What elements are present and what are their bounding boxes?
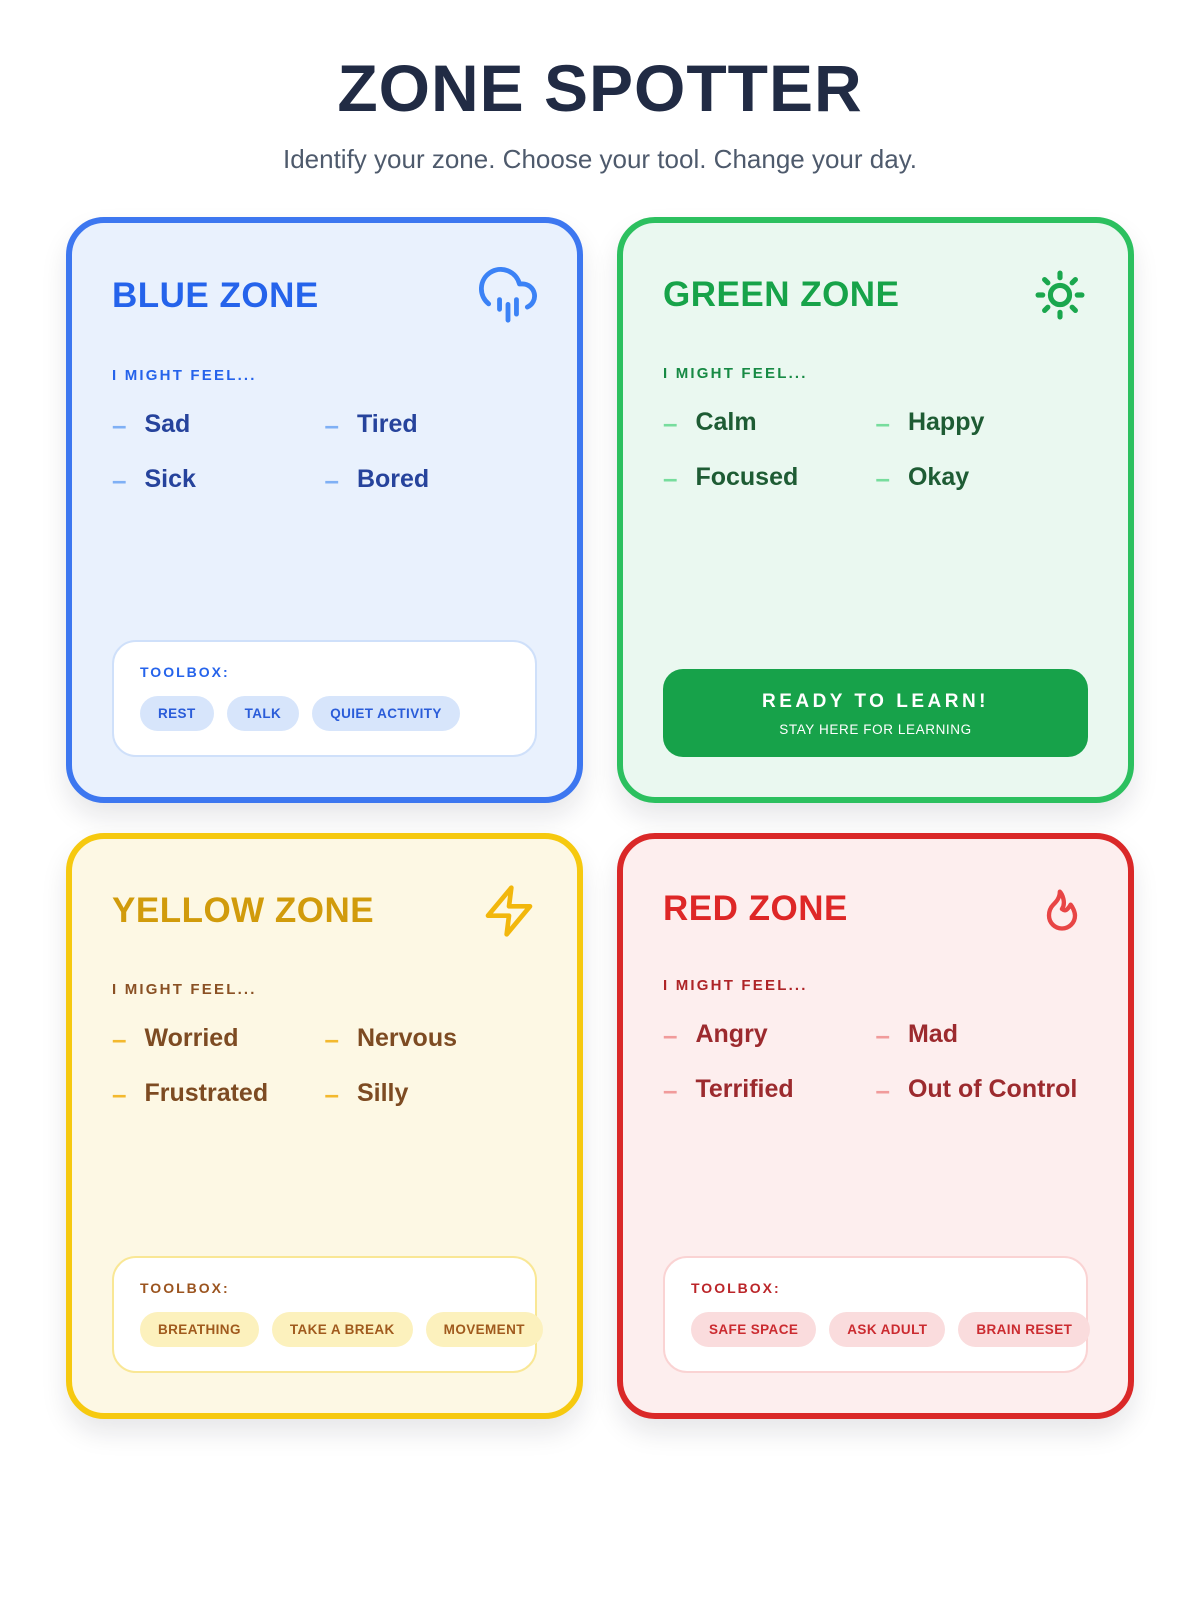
- toolbox-label: TOOLBOX:: [140, 1280, 230, 1296]
- blue-zone-card: BLUE ZONE I MIGHT FEEL... – Sad – Tired – S…: [66, 217, 583, 803]
- dash-bullet: –: [112, 1023, 127, 1054]
- feeling-label: Focused: [695, 463, 799, 491]
- feeling-item: – Worried: [112, 1024, 325, 1053]
- feeling-label: Out of Control: [907, 1075, 1078, 1103]
- toolbox-label: TOOLBOX:: [140, 664, 230, 680]
- blue-toolbox: TOOLBOX: REST TALK QUIET ACTIVITY: [112, 640, 537, 757]
- feeling-item: – Sad: [112, 410, 325, 439]
- toolbox-chip-brain-reset[interactable]: BRAIN RESET: [958, 1312, 1091, 1347]
- page-title: ZONE SPOTTER: [337, 51, 863, 125]
- dash-bullet: –: [324, 1078, 339, 1109]
- feeling-item: – Bored: [325, 465, 538, 494]
- feeling-label: Angry: [695, 1020, 768, 1048]
- toolbox-chip-ask-adult[interactable]: ASK ADULT: [829, 1312, 946, 1347]
- zones-grid: BLUE ZONE I MIGHT FEEL... – Sad – Tired – S…: [66, 217, 1134, 1419]
- dash-bullet: –: [112, 464, 127, 495]
- dash-bullet: –: [324, 464, 339, 495]
- dash-bullet: –: [324, 1023, 339, 1054]
- lightning-bolt-icon: [481, 883, 537, 939]
- green-zone-title: GREEN ZONE: [663, 275, 900, 314]
- toolbox-label: TOOLBOX:: [691, 1280, 781, 1296]
- dash-bullet: –: [875, 1074, 890, 1105]
- yellow-zone-card: YELLOW ZONE I MIGHT FEEL... – Worried – Ne…: [66, 833, 583, 1419]
- feeling-item: – Tired: [325, 410, 538, 439]
- cloud-drizzle-icon: [479, 267, 537, 325]
- feeling-label: Sick: [144, 465, 196, 493]
- red-feelings-label: I MIGHT FEEL...: [663, 977, 808, 994]
- yellow-feelings-list: – Worried – Nervous – Frustrated – Silly: [112, 1024, 537, 1108]
- feeling-label: Bored: [356, 465, 430, 493]
- green-zone-header: GREEN ZONE: [663, 267, 1088, 323]
- ready-to-learn-subtitle: STAY HERE FOR LEARNING: [779, 722, 972, 737]
- blue-zone-title: BLUE ZONE: [112, 276, 319, 315]
- yellow-zone-title: YELLOW ZONE: [112, 891, 375, 930]
- feeling-item: – Frustrated: [112, 1079, 325, 1108]
- green-feelings-list: – Calm – Happy – Focused – Okay: [663, 408, 1088, 492]
- dash-bullet: –: [875, 407, 890, 438]
- feeling-item: – Okay: [876, 463, 1089, 492]
- feeling-label: Frustrated: [144, 1079, 269, 1107]
- toolbox-chips: BREATHING TAKE A BREAK MOVEMENT: [140, 1312, 543, 1347]
- feeling-label: Terrified: [695, 1075, 794, 1103]
- feeling-item: – Sick: [112, 465, 325, 494]
- toolbox-chip-movement[interactable]: MOVEMENT: [425, 1312, 543, 1347]
- blue-zone-header: BLUE ZONE: [112, 267, 537, 325]
- feeling-label: Worried: [144, 1024, 239, 1052]
- yellow-zone-header: YELLOW ZONE: [112, 883, 537, 939]
- toolbox-chip-talk[interactable]: TALK: [226, 696, 300, 731]
- feeling-label: Okay: [907, 463, 970, 491]
- feeling-item: – Nervous: [325, 1024, 538, 1053]
- dash-bullet: –: [324, 409, 339, 440]
- feeling-item: – Terrified: [663, 1075, 876, 1104]
- feeling-label: Silly: [356, 1079, 409, 1107]
- toolbox-chip-take-a-break[interactable]: TAKE A BREAK: [271, 1312, 413, 1347]
- dash-bullet: –: [112, 409, 127, 440]
- feeling-label: Nervous: [356, 1024, 458, 1052]
- feeling-label: Happy: [907, 408, 985, 436]
- feeling-item: – Angry: [663, 1020, 876, 1049]
- feeling-label: Sad: [144, 410, 191, 438]
- dash-bullet: –: [663, 1019, 678, 1050]
- blue-feelings-list: – Sad – Tired – Sick – Bored: [112, 410, 537, 494]
- feeling-item: – Happy: [876, 408, 1089, 437]
- dash-bullet: –: [875, 1019, 890, 1050]
- dash-bullet: –: [112, 1078, 127, 1109]
- blue-feelings-label: I MIGHT FEEL...: [112, 367, 257, 384]
- toolbox-chips: REST TALK QUIET ACTIVITY: [140, 696, 509, 731]
- dash-bullet: –: [875, 462, 890, 493]
- feeling-item: – Focused: [663, 463, 876, 492]
- dash-bullet: –: [663, 407, 678, 438]
- yellow-feelings-label: I MIGHT FEEL...: [112, 981, 257, 998]
- feeling-item: – Out of Control: [876, 1075, 1089, 1104]
- feeling-item: – Silly: [325, 1079, 538, 1108]
- dash-bullet: –: [663, 1074, 678, 1105]
- feeling-item: – Mad: [876, 1020, 1089, 1049]
- green-zone-card: GREEN ZONE I MIGHT FEEL... – Calm – Happy: [617, 217, 1134, 803]
- dash-bullet: –: [663, 462, 678, 493]
- page-header: ZONE SPOTTER Identify your zone. Choose …: [0, 0, 1200, 175]
- feeling-item: – Calm: [663, 408, 876, 437]
- ready-to-learn-title: READY TO LEARN!: [761, 691, 990, 712]
- ready-to-learn-button[interactable]: READY TO LEARN! STAY HERE FOR LEARNING: [663, 669, 1088, 757]
- flame-icon: [1036, 883, 1088, 935]
- toolbox-chip-quiet-activity[interactable]: QUIET ACTIVITY: [312, 696, 460, 731]
- feeling-label: Calm: [695, 408, 757, 436]
- page-subtitle: Identify your zone. Choose your tool. Ch…: [282, 144, 917, 174]
- feeling-label: Mad: [907, 1020, 958, 1048]
- toolbox-chips: SAFE SPACE ASK ADULT BRAIN RESET: [691, 1312, 1091, 1347]
- red-feelings-list: – Angry – Mad – Terrified – Out of Control: [663, 1020, 1088, 1104]
- red-toolbox: TOOLBOX: SAFE SPACE ASK ADULT BRAIN RESE…: [663, 1256, 1091, 1373]
- red-zone-header: RED ZONE: [663, 883, 1088, 935]
- feeling-label: Tired: [356, 410, 418, 438]
- toolbox-chip-safe-space[interactable]: SAFE SPACE: [691, 1312, 817, 1347]
- toolbox-chip-rest[interactable]: REST: [140, 696, 214, 731]
- yellow-toolbox: TOOLBOX: BREATHING TAKE A BREAK MOVEMENT: [112, 1256, 543, 1373]
- sun-icon: [1032, 267, 1088, 323]
- red-zone-title: RED ZONE: [663, 889, 848, 928]
- green-feelings-label: I MIGHT FEEL...: [663, 365, 808, 382]
- red-zone-card: RED ZONE I MIGHT FEEL... – Angry – Mad – Te…: [617, 833, 1134, 1419]
- toolbox-chip-breathing[interactable]: BREATHING: [140, 1312, 259, 1347]
